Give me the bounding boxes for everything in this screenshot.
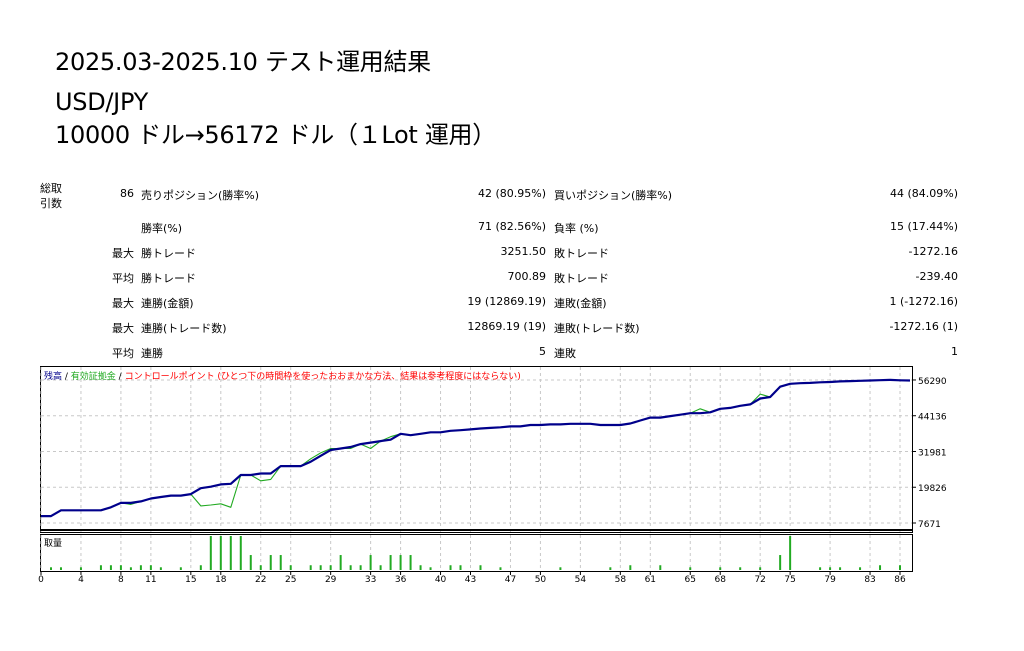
stat-left-value: 71 (82.56%): [477, 220, 546, 233]
x-tick-label: 54: [575, 575, 587, 585]
total-trades-label-2: 引数: [40, 197, 62, 210]
y-tick-label: 44136: [918, 413, 947, 423]
legend-entry: 有効証拠金: [71, 370, 116, 382]
y-tick-label: 19826: [918, 484, 947, 494]
x-tick-label: 47: [505, 575, 516, 585]
stat-right-label: 買いポジション(勝率%): [554, 189, 673, 202]
stat-prefix: 最大: [112, 322, 134, 335]
x-tick-label: 68: [714, 575, 726, 585]
x-tick-label: 4: [78, 575, 84, 585]
y-axis: 56290 44136 31981 19826 7671: [912, 377, 947, 530]
stat-left-value: 5: [539, 345, 546, 358]
x-tick-label: 36: [395, 575, 407, 585]
x-tick-label: 43: [465, 575, 476, 585]
stat-left-label: 勝トレード: [141, 272, 196, 285]
stat-right-value: 44 (84.09%): [889, 187, 958, 200]
x-tick-label: 25: [285, 575, 296, 585]
stat-left-label: 連勝(トレード数): [141, 322, 227, 335]
stat-right-label: 連敗(トレード数): [554, 322, 640, 335]
stat-prefix: 平均: [112, 347, 134, 360]
stat-prefix: 最大: [112, 247, 134, 260]
x-tick-label: 75: [784, 575, 795, 585]
y-tick-label: 31981: [918, 448, 947, 458]
stat-left-value: 19 (12869.19): [467, 295, 546, 308]
x-tick-label: 58: [615, 575, 627, 585]
stat-right-label: 敗トレード: [554, 272, 609, 285]
stat-right-label: 連敗: [554, 347, 576, 360]
stat-left-label: 勝トレード: [141, 247, 196, 260]
balance-line: [41, 378, 911, 518]
chart-legend: 残高 / 有効証拠金 / コントロールポイント (ひとつ下の時間枠を使ったおおま…: [44, 370, 521, 382]
equity-chart-grid: [40, 367, 912, 532]
x-tick-label: 86: [894, 575, 906, 585]
stat-right-value: 1: [951, 345, 958, 358]
x-tick-label: 79: [824, 575, 836, 585]
legend-entry: コントロールポイント (ひとつ下の時間枠を使ったおおまかな方法、結果は参考程度に…: [125, 370, 521, 382]
legend-separator: /: [116, 372, 125, 382]
volume-chart-title: 取量: [44, 538, 62, 549]
x-tick-label: 18: [215, 575, 227, 585]
x-tick-label: 11: [145, 575, 156, 585]
stat-right-value: 1 (-1272.16): [889, 295, 958, 308]
volume-bars: [49, 536, 902, 570]
x-tick-label: 0: [38, 575, 44, 585]
x-tick-label: 33: [365, 575, 376, 585]
y-tick-label: 7671: [918, 520, 941, 530]
stat-left-value: 700.89: [507, 270, 547, 283]
stat-right-value: -239.40: [915, 270, 958, 283]
stat-left-value: 42 (80.95%): [477, 187, 546, 200]
stat-right-value: -1272.16: [908, 245, 958, 258]
legend-entry: 残高: [44, 370, 62, 382]
x-axis: 0 4 8 11 15 18 22 25 29 33 36 40 43 47 50 54 58 61 65 68 72 7…: [38, 572, 906, 585]
x-tick-label: 22: [255, 575, 266, 585]
stat-left-label: 売りポジション(勝率%): [141, 189, 260, 202]
total-trades-value: 86: [120, 187, 134, 200]
x-tick-label: 83: [864, 575, 875, 585]
title-line-3: 10000 ドル→56172 ドル（１Lot 運用）: [55, 121, 496, 149]
stat-left-value: 3251.50: [500, 245, 547, 258]
stat-right-label: 負率 (%): [554, 222, 599, 235]
total-trades-label-1: 総取: [40, 182, 62, 195]
x-tick-label: 40: [435, 575, 447, 585]
x-tick-label: 72: [754, 575, 765, 585]
x-tick-label: 65: [685, 575, 696, 585]
volume-chart-frame: [40, 534, 913, 572]
legend-separator: /: [62, 372, 71, 382]
x-tick-label: 8: [118, 575, 124, 585]
equity-chart-frame: [40, 366, 913, 533]
x-tick-label: 61: [645, 575, 656, 585]
chart-area: 残高 / 有効証拠金 / コントロールポイント (ひとつ下の時間枠を使ったおおま…: [38, 366, 947, 585]
stat-left-label: 勝率(%): [141, 222, 183, 235]
stat-prefix: 平均: [112, 272, 134, 285]
y-tick-label: 56290: [918, 377, 947, 387]
stat-left-label: 連勝: [141, 347, 163, 360]
stat-right-label: 連敗(金額): [554, 297, 607, 310]
stat-right-value: 15 (17.44%): [889, 220, 958, 233]
equity-lines: [41, 378, 911, 518]
stat-left-value: 12869.19 (19): [467, 320, 546, 333]
stat-right-value: -1272.16 (1): [889, 320, 958, 333]
stat-left-label: 連勝(金額): [141, 297, 194, 310]
stats-table: 総取 引数 86 売りポジション(勝率%) 42 (80.95%) 買いポジション(…: [40, 182, 958, 360]
legend-text: 残高 / 有効証拠金 / コントロールポイント (ひとつ下の時間枠を使ったおおま…: [44, 370, 521, 382]
stat-prefix: 最大: [112, 297, 134, 310]
title-line-1: 2025.03-2025.10 テスト運用結果: [55, 48, 431, 76]
x-tick-label: 50: [535, 575, 547, 585]
title-line-2: USD/JPY: [55, 88, 148, 116]
stat-right-label: 敗トレード: [554, 247, 609, 260]
x-tick-label: 29: [325, 575, 337, 585]
x-tick-label: 15: [185, 575, 196, 585]
